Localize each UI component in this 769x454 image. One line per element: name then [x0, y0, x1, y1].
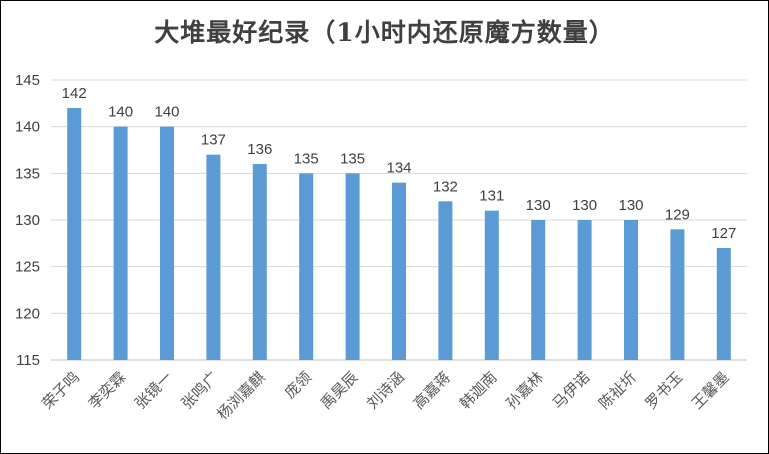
bar	[206, 154, 221, 360]
y-tick-label: 120	[15, 305, 40, 322]
x-tick-label: 杨浏嘉麒	[213, 368, 268, 423]
data-label: 132	[433, 178, 458, 195]
x-tick-label: 孙嘉林	[502, 368, 547, 413]
data-label: 137	[201, 132, 226, 149]
data-label: 140	[154, 104, 179, 121]
x-tick-label: 李奕霖	[85, 368, 130, 413]
x-tick-label: 庞领	[281, 368, 315, 402]
x-tick-label: 禹昊辰	[317, 368, 362, 413]
data-label: 130	[572, 197, 597, 214]
data-label: 131	[479, 188, 504, 205]
x-tick-label: 高嘉蒋	[410, 368, 455, 413]
data-label: 140	[108, 104, 133, 121]
y-tick-label: 115	[16, 352, 40, 369]
data-label: 134	[386, 160, 411, 177]
x-tick-label: 马伊诺	[549, 368, 594, 413]
bar	[438, 201, 453, 360]
x-tick-label: 荣子鸣	[38, 368, 83, 413]
x-tick-label: 韩迦南	[456, 368, 501, 413]
y-tick-label: 135	[15, 165, 40, 182]
bar	[299, 173, 314, 360]
x-tick-label: 陈祉圻	[595, 368, 640, 413]
data-label: 130	[526, 197, 551, 214]
data-label: 142	[62, 85, 87, 102]
bar	[345, 173, 360, 360]
x-tick-label: 王馨墨	[688, 368, 733, 413]
bar	[531, 220, 546, 360]
data-label: 127	[711, 225, 736, 242]
bar	[392, 182, 406, 360]
y-tick-label: 125	[15, 259, 40, 276]
y-tick-label: 140	[15, 119, 40, 136]
bar	[624, 220, 638, 360]
bar	[67, 108, 82, 360]
bar	[160, 126, 174, 361]
y-tick-label: 130	[15, 212, 40, 229]
bar	[577, 220, 592, 360]
bar	[670, 229, 685, 360]
data-label: 135	[340, 150, 365, 167]
bar	[484, 210, 499, 360]
data-label: 129	[665, 206, 690, 223]
data-label: 136	[247, 141, 272, 158]
chart-title: 大堆最好纪录（1小时内还原魔方数量）	[154, 18, 615, 47]
x-tick-label: 张镜一	[131, 368, 176, 413]
bar	[716, 248, 731, 360]
x-tick-label: 张鸣广	[178, 368, 223, 413]
data-label: 135	[294, 150, 319, 167]
x-tick-label: 刘诗涵	[363, 368, 408, 413]
data-label: 130	[618, 197, 643, 214]
x-tick-label: 罗书玉	[642, 368, 687, 413]
y-tick-label: 145	[15, 72, 40, 89]
bar	[113, 126, 128, 361]
bar	[252, 164, 267, 360]
